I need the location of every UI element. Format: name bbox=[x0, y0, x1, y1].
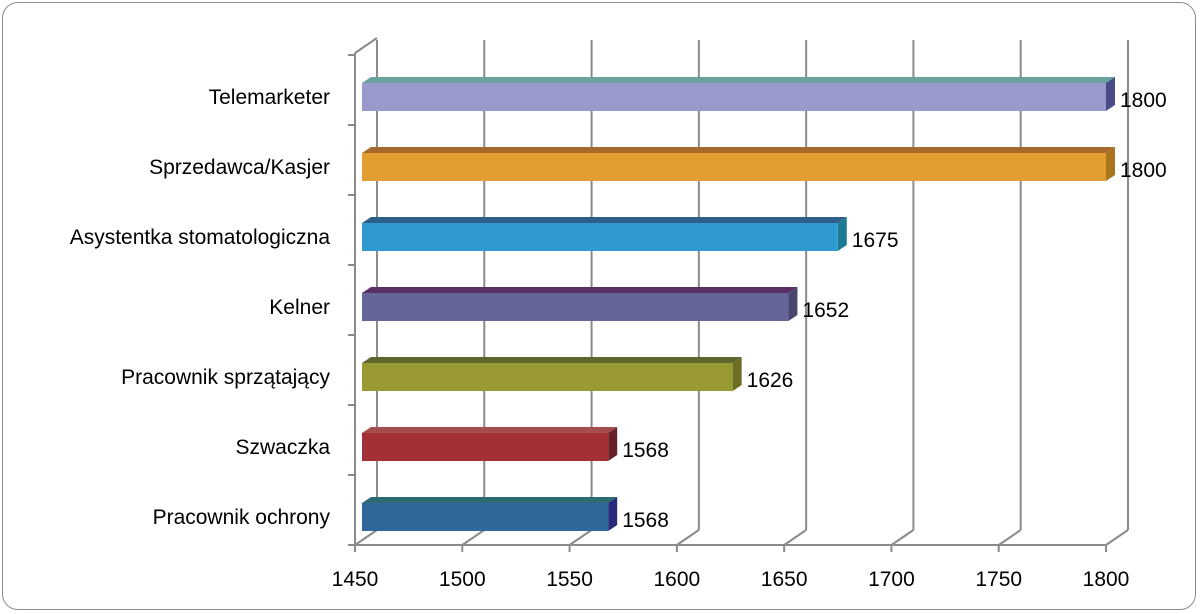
data-label: 1626 bbox=[747, 369, 794, 392]
bar bbox=[362, 153, 1106, 181]
x-tick-label: 1600 bbox=[653, 568, 700, 591]
floor-gridline bbox=[998, 529, 1022, 546]
category-label: Kelner bbox=[269, 296, 330, 319]
data-label: 1675 bbox=[852, 229, 899, 252]
data-label: 1652 bbox=[802, 299, 849, 322]
bar-side bbox=[1106, 147, 1115, 181]
data-label: 1800 bbox=[1120, 159, 1167, 182]
x-tick-label: 1550 bbox=[546, 568, 593, 591]
x-tick-label: 1700 bbox=[868, 568, 915, 591]
bar bbox=[362, 293, 789, 321]
bar-side bbox=[788, 287, 798, 321]
floor-gridline bbox=[783, 529, 807, 546]
data-label: 1800 bbox=[1120, 89, 1167, 112]
bar bbox=[362, 363, 733, 391]
bar bbox=[362, 83, 1106, 111]
category-label: Szwaczka bbox=[235, 436, 330, 459]
bar-side bbox=[1106, 77, 1115, 111]
bar-side bbox=[608, 497, 618, 531]
floor-gridline bbox=[354, 529, 378, 546]
wall-edge-top bbox=[354, 37, 378, 54]
bar-top bbox=[362, 287, 798, 293]
bar-side bbox=[608, 427, 618, 461]
bar-top bbox=[362, 217, 847, 223]
data-label: 1568 bbox=[622, 439, 669, 462]
category-label: Pracownik sprzątający bbox=[121, 366, 330, 389]
bar-top bbox=[362, 77, 1115, 83]
x-tick-label: 1500 bbox=[439, 568, 486, 591]
x-tick-label: 1450 bbox=[332, 568, 379, 591]
x-tick-label: 1750 bbox=[975, 568, 1022, 591]
x-tick-label: 1650 bbox=[761, 568, 808, 591]
category-label: Asystentka stomatologiczna bbox=[70, 226, 331, 249]
bar-top bbox=[362, 357, 742, 363]
bar-side bbox=[837, 217, 847, 251]
bar bbox=[362, 503, 609, 531]
bar bbox=[362, 433, 609, 461]
floor-gridline bbox=[461, 529, 485, 546]
bar bbox=[362, 223, 838, 251]
category-label: Telemarketer bbox=[209, 86, 330, 109]
floor-gridline bbox=[569, 529, 593, 546]
bar-top bbox=[362, 147, 1115, 153]
bar-top bbox=[362, 497, 618, 503]
bar-side bbox=[732, 357, 742, 391]
bar-top bbox=[362, 427, 618, 433]
category-label: Sprzedawca/Kasjer bbox=[149, 156, 330, 179]
floor-gridline bbox=[676, 529, 700, 546]
floor-gridline bbox=[890, 529, 914, 546]
x-tick-label: 1800 bbox=[1083, 568, 1130, 591]
data-label: 1568 bbox=[622, 509, 669, 532]
floor-gridline bbox=[1105, 529, 1129, 546]
category-label: Pracownik ochrony bbox=[153, 506, 331, 529]
